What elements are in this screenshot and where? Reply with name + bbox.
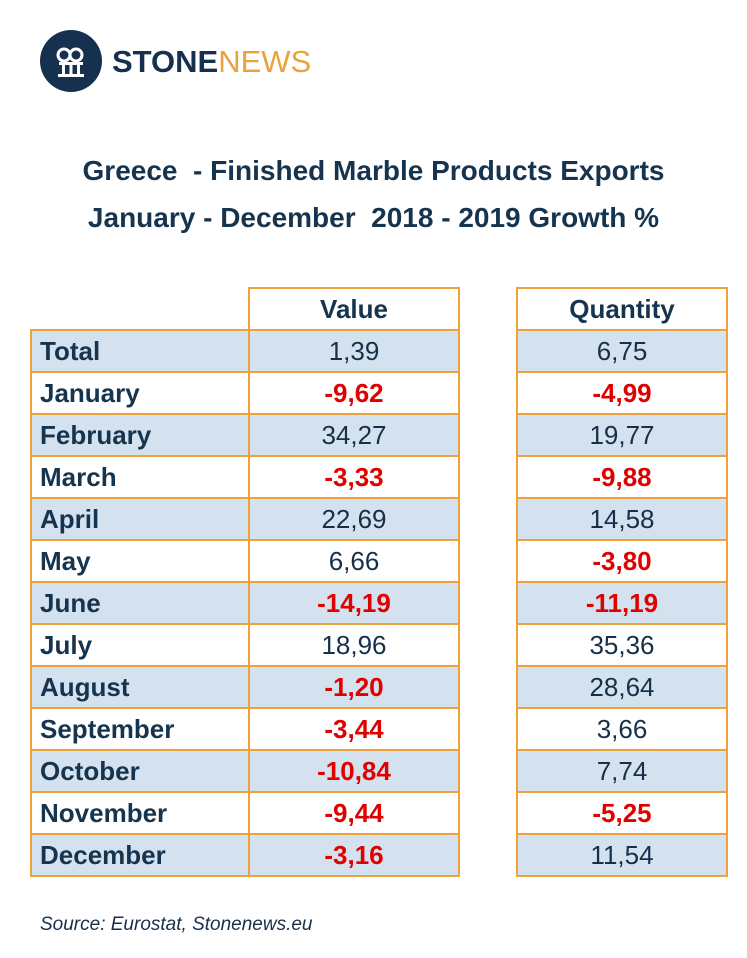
row-label: Total (30, 329, 250, 373)
quantity-cell: 6,75 (516, 329, 728, 373)
quantity-cell: 3,66 (516, 707, 728, 751)
quantity-cell: -3,80 (516, 539, 728, 583)
value-cell: -10,84 (248, 749, 460, 793)
table-row: November -9,44 (30, 791, 460, 835)
chart-title-line1: Greece - Finished Marble Products Export… (82, 155, 665, 186)
value-cell: -9,44 (248, 791, 460, 835)
value-cell: 6,66 (248, 539, 460, 583)
row-label: November (30, 791, 250, 835)
table-row: Total 1,39 (30, 329, 460, 373)
table-row: 6,75 (516, 329, 728, 373)
table-row: July 18,96 (30, 623, 460, 667)
table-row: September -3,44 (30, 707, 460, 751)
quantity-cell: 35,36 (516, 623, 728, 667)
table-row: May 6,66 (30, 539, 460, 583)
table-row: March -3,33 (30, 455, 460, 499)
table-row: August -1,20 (30, 665, 460, 709)
table-row: 3,66 (516, 707, 728, 751)
brand-name: STONENEWS (112, 46, 311, 77)
table-row: -4,99 (516, 371, 728, 415)
table-row: 7,74 (516, 749, 728, 793)
value-cell: -3,33 (248, 455, 460, 499)
row-label: May (30, 539, 250, 583)
table-row: February 34,27 (30, 413, 460, 457)
table-row: -3,80 (516, 539, 728, 583)
value-table: Value Total 1,39 January -9,62 February 34,27 M… (30, 287, 460, 877)
brand-part1: STONE (112, 43, 219, 79)
value-cell: -3,44 (248, 707, 460, 751)
table-row: 19,77 (516, 413, 728, 457)
quantity-cell: 14,58 (516, 497, 728, 541)
quantity-cell: -5,25 (516, 791, 728, 835)
header-row: Value (31, 287, 460, 331)
chart-title-line2: January - December 2018 - 2019 Growth % (87, 202, 660, 233)
stonenews-logo: STONENEWS (40, 30, 311, 92)
row-label: March (30, 455, 250, 499)
quantity-cell: 7,74 (516, 749, 728, 793)
table-row: October -10,84 (30, 749, 460, 793)
table-row: 35,36 (516, 623, 728, 667)
table-row: April 22,69 (30, 497, 460, 541)
value-cell: -3,16 (248, 833, 460, 877)
row-label: April (30, 497, 250, 541)
column-header-quantity: Quantity (516, 287, 728, 331)
row-label: February (30, 413, 250, 457)
row-label: June (30, 581, 250, 625)
value-cell: -14,19 (248, 581, 460, 625)
column-header-value: Value (248, 287, 460, 331)
row-label: October (30, 749, 250, 793)
table-row: -5,25 (516, 791, 728, 835)
row-label: September (30, 707, 250, 751)
row-label: August (30, 665, 250, 709)
row-label: July (30, 623, 250, 667)
value-cell: 22,69 (248, 497, 460, 541)
table-row: December -3,16 (30, 833, 460, 877)
value-cell: -9,62 (248, 371, 460, 415)
column-emblem-icon (40, 30, 102, 92)
row-label: December (30, 833, 250, 877)
quantity-cell: 28,64 (516, 665, 728, 709)
value-cell: 1,39 (248, 329, 460, 373)
quantity-cell: 11,54 (516, 833, 728, 877)
quantity-table: Quantity 6,75 -4,99 19,77 -9,88 14,58 -3,80 -11… (516, 287, 728, 877)
table-row: 11,54 (516, 833, 728, 877)
value-cell: 34,27 (248, 413, 460, 457)
table-row: -11,19 (516, 581, 728, 625)
table-row: June -14,19 (30, 581, 460, 625)
header-row: Quantity (516, 287, 728, 331)
quantity-cell: 19,77 (516, 413, 728, 457)
table-row: 14,58 (516, 497, 728, 541)
quantity-cell: -9,88 (516, 455, 728, 499)
quantity-cell: -4,99 (516, 371, 728, 415)
table-row: January -9,62 (30, 371, 460, 415)
source-note: Source: Eurostat, Stonenews.eu (40, 914, 313, 935)
brand-part2: NEWS (218, 43, 312, 79)
row-label: January (30, 371, 250, 415)
value-cell: -1,20 (248, 665, 460, 709)
table-row: 28,64 (516, 665, 728, 709)
header-blank-cell (31, 288, 249, 330)
value-cell: 18,96 (248, 623, 460, 667)
table-row: -9,88 (516, 455, 728, 499)
quantity-cell: -11,19 (516, 581, 728, 625)
